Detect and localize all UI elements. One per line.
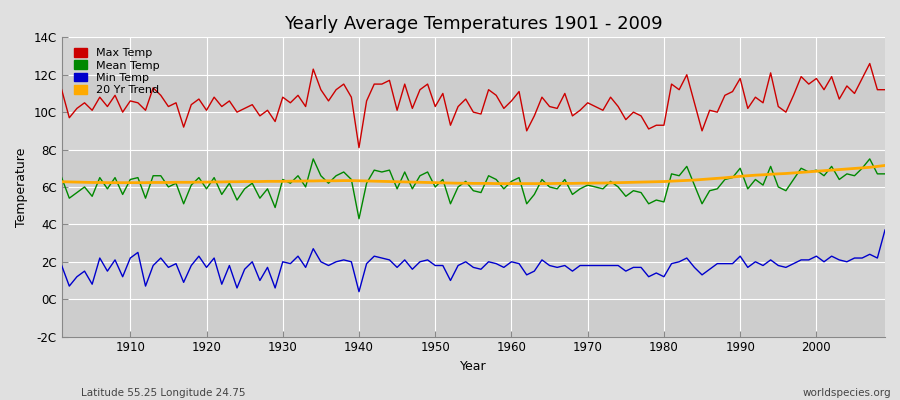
Legend: Max Temp, Mean Temp, Min Temp, 20 Yr Trend: Max Temp, Mean Temp, Min Temp, 20 Yr Tre… bbox=[71, 46, 162, 98]
Bar bbox=[62, 75, 885, 112]
Bar bbox=[62, 112, 885, 150]
Text: Latitude 55.25 Longitude 24.75: Latitude 55.25 Longitude 24.75 bbox=[81, 388, 246, 398]
Bar bbox=[62, 299, 885, 336]
Bar bbox=[62, 150, 885, 187]
Title: Yearly Average Temperatures 1901 - 2009: Yearly Average Temperatures 1901 - 2009 bbox=[284, 15, 662, 33]
Bar bbox=[62, 224, 885, 262]
Bar bbox=[62, 37, 885, 75]
Bar bbox=[62, 187, 885, 224]
X-axis label: Year: Year bbox=[460, 360, 487, 373]
Bar bbox=[62, 262, 885, 299]
Text: worldspecies.org: worldspecies.org bbox=[803, 388, 891, 398]
Y-axis label: Temperature: Temperature bbox=[15, 147, 28, 227]
